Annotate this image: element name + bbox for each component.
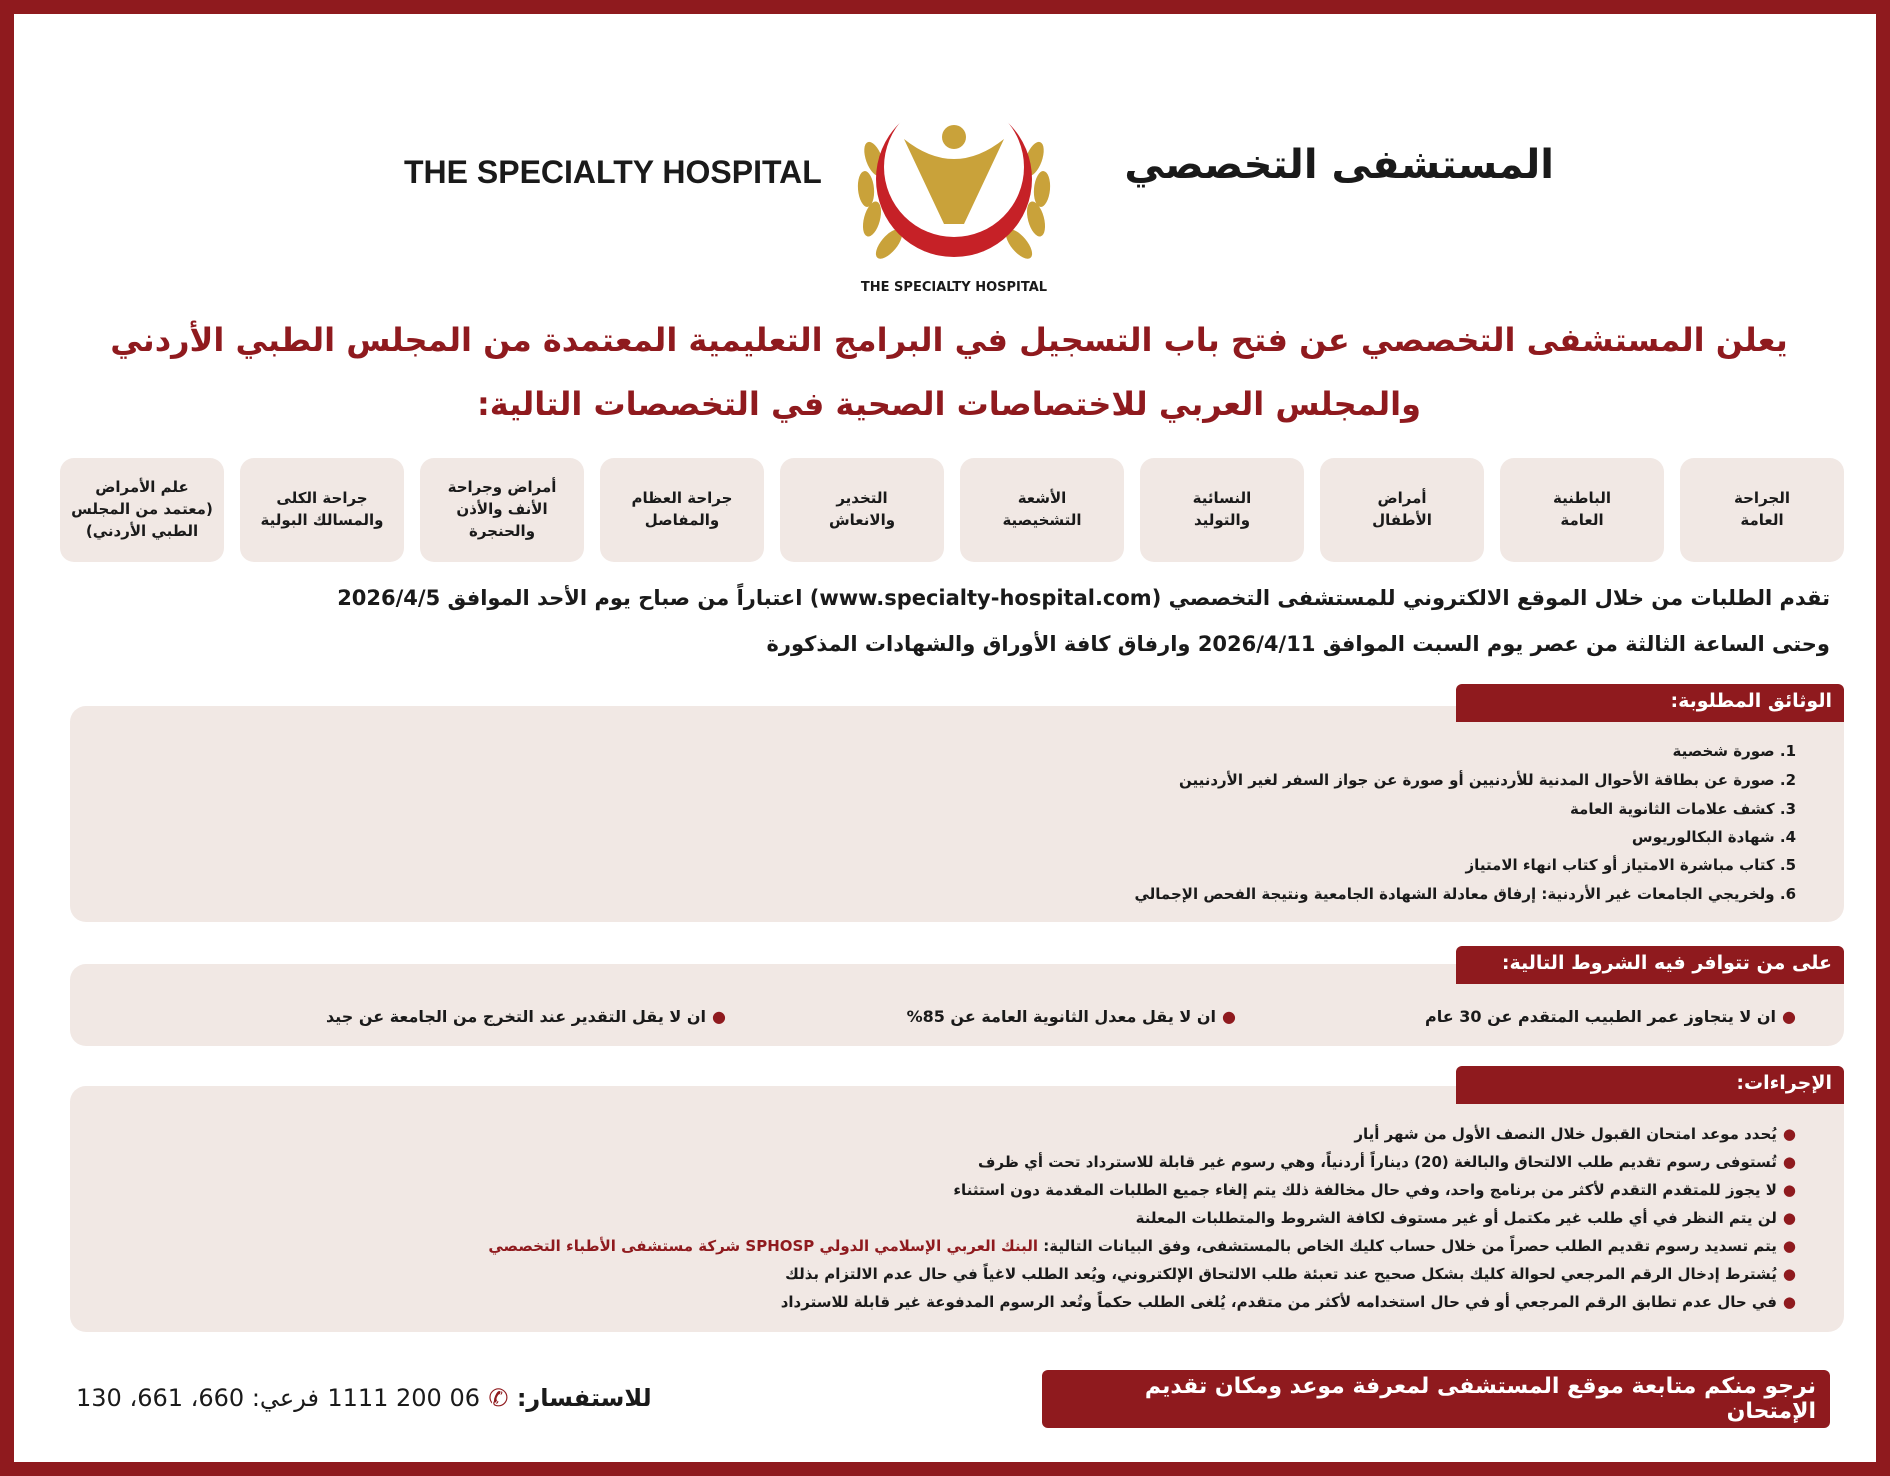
advertisement-page: THE SPECIALTY HOSPITAL THE SPECIALTY HOS… [14, 14, 1876, 1462]
application-line-1: تقدم الطلبات من خلال الموقع الالكتروني ل… [337, 586, 1830, 610]
procedures-title: الإجراءات: [1456, 1066, 1844, 1104]
application-line-2: وحتى الساعة الثالثة من عصر يوم السبت الم… [766, 632, 1830, 656]
procedure-text: تُستوفى رسوم تقديم طلب الالتحاق والبالغة… [977, 1153, 1777, 1171]
procedure-text: لن يتم النظر في أي طلب غير مكتمل أو غير … [1135, 1209, 1777, 1227]
procedure-item: ●يُحدد موعد امتحان القبول خلال النصف الأ… [1354, 1125, 1796, 1143]
document-item: 6. ولخريجي الجامعات غير الأردنية: إرفاق … [1134, 885, 1796, 903]
procedure-text: يُحدد موعد امتحان القبول خلال النصف الأو… [1354, 1125, 1777, 1143]
condition-text: ان لا يقل التقدير عند التخرج من الجامعة … [325, 1007, 707, 1026]
conditions-title: على من تتوافر فيه الشروط التالية: [1456, 946, 1844, 984]
procedure-item: ●لا يجوز للمتقدم التقدم لأكثر من برنامج … [953, 1181, 1796, 1199]
procedure-item: ●يُشترط إدخال الرقم المرجعي لحوالة كليك … [785, 1265, 1796, 1283]
procedure-text: في حال عدم تطابق الرقم المرجعي أو في حال… [780, 1293, 1777, 1311]
procedure-item: ●يتم تسديد رسوم تقديم الطلب حصراً من خلا… [488, 1237, 1796, 1255]
procedure-item: ●تُستوفى رسوم تقديم طلب الالتحاق والبالغ… [977, 1153, 1796, 1171]
procedure-item: ●في حال عدم تطابق الرقم المرجعي أو في حا… [780, 1293, 1796, 1311]
contact-info: للاستفسار: ✆ 1111 200 06 فرعي: 660، 661،… [76, 1384, 652, 1412]
document-item: 3. كشف علامات الثانوية العامة [1569, 800, 1796, 818]
specialty-box: الأشعة التشخيصية [960, 458, 1124, 562]
specialty-box: أمراض الأطفال [1320, 458, 1484, 562]
condition-item: ●ان لا يقل التقدير عند التخرج من الجامعة… [325, 1007, 726, 1026]
condition-text: ان لا يقل معدل الثانوية العامة عن 85% [906, 1007, 1217, 1026]
specialty-box: النسائية والتوليد [1140, 458, 1304, 562]
svg-text:THE SPECIALTY HOSPITAL: THE SPECIALTY HOSPITAL [861, 280, 1047, 295]
condition-item: ●ان لا يقل معدل الثانوية العامة عن 85% [906, 1007, 1236, 1026]
specialty-box: التخدير والانعاش [780, 458, 944, 562]
headline-line-1: يعلن المستشفى التخصصي عن فتح باب التسجيل… [110, 321, 1788, 359]
document-item: 5. كتاب مباشرة الامتياز أو كتاب انهاء ال… [1465, 856, 1796, 874]
document-item: 4. شهادة البكالوريوس [1631, 828, 1796, 846]
specialty-box: الجراحة العامة [1680, 458, 1844, 562]
specialties-list: الجراحة العامة الباطنية العامة أمراض الأ… [60, 458, 1844, 562]
documents-panel [70, 706, 1844, 922]
specialty-box: علم الأمراض (معتمد من المجلس الطبي الأرد… [60, 458, 224, 562]
procedure-text: يُشترط إدخال الرقم المرجعي لحوالة كليك ب… [785, 1265, 1777, 1283]
phone-extensions: فرعي: 660، 661، 130 [76, 1384, 319, 1412]
hospital-logo: THE SPECIALTY HOSPITAL [834, 59, 1074, 299]
procedure-text: لا يجوز للمتقدم التقدم لأكثر من برنامج و… [953, 1181, 1777, 1199]
documents-title: الوثائق المطلوبة: [1456, 684, 1844, 722]
bank-details: البنك العربي الإسلامي الدولي SPHOSP شركة… [488, 1237, 1039, 1255]
procedures-panel [70, 1086, 1844, 1332]
condition-item: ●ان لا يتجاوز عمر الطبيب المتقدم عن 30 ع… [1425, 1007, 1796, 1026]
contact-label: للاستفسار: [516, 1384, 652, 1412]
procedure-item: ●لن يتم النظر في أي طلب غير مكتمل أو غير… [1135, 1209, 1796, 1227]
procedure-text: يتم تسديد رسوم تقديم الطلب حصراً من خلال… [1038, 1237, 1777, 1255]
english-hospital-name: THE SPECIALTY HOSPITAL [404, 154, 822, 190]
headline-line-2: والمجلس العربي للاختصاصات الصحية في التخ… [476, 385, 1421, 423]
phone-icon: ✆ [488, 1384, 509, 1412]
exam-notice: نرجو منكم متابعة موقع المستشفى لمعرفة مو… [1042, 1370, 1830, 1428]
condition-text: ان لا يتجاوز عمر الطبيب المتقدم عن 30 عا… [1425, 1007, 1777, 1026]
arabic-hospital-name: المستشفى التخصصي [1124, 142, 1554, 188]
specialty-box: جراحة العظام والمفاصل [600, 458, 764, 562]
specialty-box: أمراض وجراحة الأنف والأذن والحنجرة [420, 458, 584, 562]
document-item: 2. صورة عن بطاقة الأحوال المدنية للأردني… [1178, 771, 1796, 789]
document-item: 1. صورة شخصية [1672, 742, 1796, 760]
phone-number: 1111 200 06 [327, 1384, 480, 1412]
specialty-box: جراحة الكلى والمسالك البولية [240, 458, 404, 562]
specialty-box: الباطنية العامة [1500, 458, 1664, 562]
